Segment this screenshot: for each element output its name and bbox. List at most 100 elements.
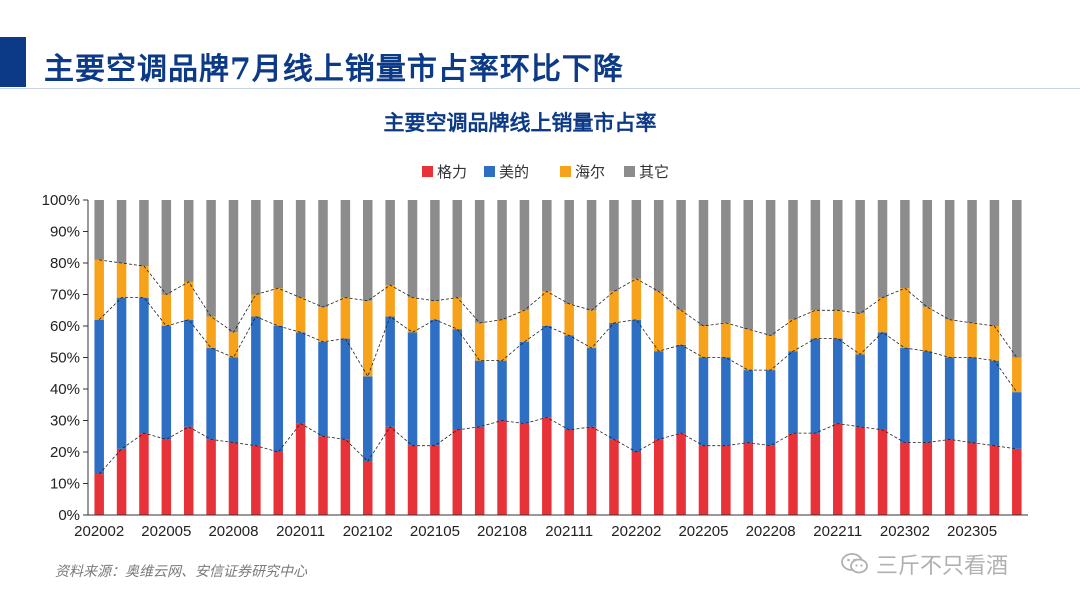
bar-gree-202103 (385, 426, 395, 515)
bar-haier-202005 (161, 294, 172, 326)
bar-haier-202007 (206, 316, 216, 349)
bar-other-202011 (295, 200, 306, 298)
bar-gree-202209 (788, 433, 798, 515)
bar-gree-202206 (721, 445, 731, 515)
bar-other-202112 (586, 200, 597, 311)
bar-haier-202208 (765, 335, 776, 371)
bar-gree-202212 (855, 426, 865, 515)
bar-haier-202304 (944, 319, 955, 358)
legend-label-haier: 海尔 (575, 163, 605, 181)
bar-haier-202106 (452, 297, 463, 330)
bar-midea-202201 (609, 322, 619, 440)
bar-midea-202108 (497, 360, 507, 421)
bar-midea-202011 (295, 332, 306, 424)
bar-gree-202012 (318, 436, 328, 515)
bar-midea-202007 (206, 348, 216, 440)
legend-label-gree: 格力 (437, 163, 467, 181)
bar-haier-202102 (363, 300, 373, 377)
bar-midea-202305 (967, 357, 977, 443)
bar-haier-202008 (228, 332, 239, 358)
bar-other-202005 (161, 200, 172, 295)
x-tick-label-202008: 202008 (208, 523, 258, 540)
bar-other-202301 (877, 200, 888, 298)
bar-midea-202006 (183, 319, 194, 427)
bar-other-202303 (922, 200, 933, 308)
bar-gree-202007 (206, 439, 216, 515)
bar-midea-202204 (676, 344, 686, 434)
bar-haier-202108 (497, 319, 507, 361)
bar-other-202204 (676, 200, 686, 311)
bar-haier-202004 (139, 266, 149, 298)
bar-midea-202107 (474, 360, 485, 427)
bar-midea-202103 (385, 316, 395, 427)
legend-swatch-haier (560, 166, 571, 177)
bar-midea-202206 (721, 357, 731, 446)
wechat-icon (841, 553, 868, 574)
bar-gree-202009 (251, 445, 261, 515)
bar-gree-202107 (474, 426, 485, 515)
bar-midea-202212 (855, 354, 865, 427)
bar-other-202212 (855, 200, 865, 314)
bar-midea-202205 (698, 357, 709, 446)
bar-other-202306 (989, 200, 1000, 326)
chart-legend: 格力 美的 海尔 其它 (422, 163, 669, 181)
bar-haier-202104 (407, 297, 418, 333)
y-tick-label: 50% (50, 350, 80, 367)
y-tick-label: 80% (50, 255, 80, 272)
bar-midea-202307 (1012, 392, 1022, 449)
trend-lines (98, 259, 1018, 475)
bar-haier-202010 (273, 288, 283, 326)
bar-haier-202210 (810, 310, 821, 339)
bar-other-202209 (788, 200, 798, 320)
bar-haier-202202 (631, 278, 642, 320)
bar-gree-202204 (676, 433, 686, 515)
bar-other-202211 (833, 200, 843, 311)
bar-midea-202106 (452, 329, 463, 430)
x-tick-label-202005: 202005 (141, 523, 191, 540)
bar-other-202012 (318, 200, 328, 308)
bar-other-202103 (385, 200, 395, 286)
bar-haier-202006 (183, 281, 194, 320)
y-tick-label: 40% (50, 381, 80, 398)
source-note: 资料来源：奥维云网、安信证券研究中心 (55, 564, 307, 580)
bar-midea-202010 (273, 326, 283, 452)
bar-gree-202305 (967, 442, 977, 515)
title-accent-bar (0, 37, 26, 87)
bar-haier-202105 (430, 300, 440, 320)
bar-other-202108 (497, 200, 507, 320)
y-tick-label: 30% (50, 413, 80, 430)
legend-swatch-midea (484, 166, 495, 177)
bar-midea-202102 (363, 376, 373, 462)
bar-midea-202005 (161, 326, 172, 440)
x-tick-label-202302: 202302 (880, 523, 930, 540)
bar-other-202105 (430, 200, 440, 301)
bar-midea-202301 (877, 332, 888, 430)
bar-other-202302 (900, 200, 910, 289)
x-tick-label-202208: 202208 (746, 523, 796, 540)
bar-other-202004 (139, 200, 149, 267)
bar-gree-202104 (407, 445, 418, 515)
bar-gree-202105 (430, 445, 440, 515)
bar-gree-202211 (833, 423, 843, 515)
bar-series (94, 200, 1022, 515)
bar-gree-202304 (944, 439, 955, 515)
bar-gree-202004 (139, 433, 149, 515)
bar-other-202210 (810, 200, 821, 311)
bar-haier-202109 (519, 310, 530, 342)
bar-midea-202302 (900, 348, 910, 443)
bar-haier-202306 (989, 326, 1000, 361)
bar-other-202110 (542, 200, 552, 292)
bar-gree-202207 (743, 442, 753, 515)
bar-haier-202103 (385, 285, 395, 317)
bar-midea-202009 (251, 316, 261, 446)
bar-gree-202102 (363, 461, 373, 515)
bar-midea-202209 (788, 351, 798, 434)
bar-midea-202306 (989, 360, 1000, 446)
bar-other-202201 (609, 200, 619, 292)
bar-gree-202010 (273, 452, 283, 515)
watermark-text: 三斤不只看酒 (876, 554, 1009, 579)
bar-haier-202301 (877, 297, 888, 333)
bar-other-202106 (452, 200, 463, 298)
bar-midea-202207 (743, 370, 753, 443)
legend-swatch-other (624, 166, 635, 177)
